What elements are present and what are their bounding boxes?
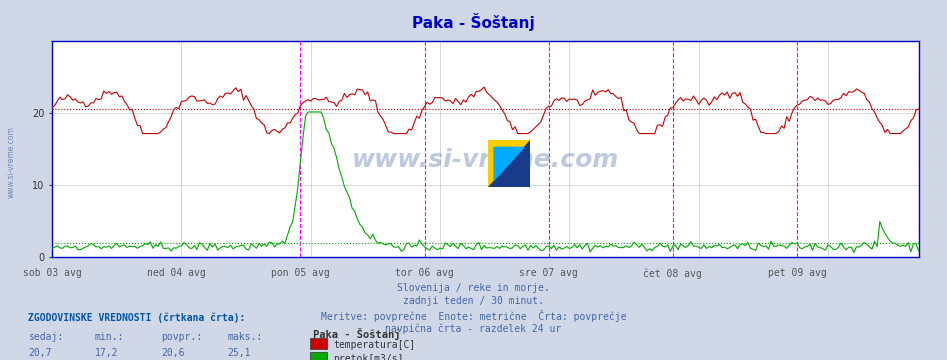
Text: pretok[m3/s]: pretok[m3/s] [333, 354, 403, 360]
Text: Slovenija / reke in morje.: Slovenija / reke in morje. [397, 283, 550, 293]
Text: www.si-vreme.com: www.si-vreme.com [7, 126, 16, 198]
Text: navpična črta - razdelek 24 ur: navpična črta - razdelek 24 ur [385, 324, 562, 334]
Bar [310, 352, 327, 360]
Text: ned 04 avg: ned 04 avg [147, 268, 205, 278]
Text: zadnji teden / 30 minut.: zadnji teden / 30 minut. [403, 296, 544, 306]
Text: pon 05 avg: pon 05 avg [271, 268, 330, 278]
Text: povpr.:: povpr.: [161, 332, 202, 342]
Text: 25,1: 25,1 [227, 348, 251, 358]
Text: tor 06 avg: tor 06 avg [395, 268, 454, 278]
Text: ZGODOVINSKE VREDNOSTI (črtkana črta):: ZGODOVINSKE VREDNOSTI (črtkana črta): [28, 312, 246, 323]
Text: www.si-vreme.com: www.si-vreme.com [351, 148, 619, 172]
Text: čet 08 avg: čet 08 avg [644, 268, 703, 279]
Text: 20,7: 20,7 [28, 348, 52, 358]
Text: sob 03 avg: sob 03 avg [23, 268, 81, 278]
Text: 20,6: 20,6 [161, 348, 185, 358]
Polygon shape [488, 140, 530, 187]
Polygon shape [494, 148, 524, 180]
Text: min.:: min.: [95, 332, 124, 342]
Text: Meritve: povprečne  Enote: metrične  Črta: povprečje: Meritve: povprečne Enote: metrične Črta:… [321, 310, 626, 322]
Text: Paka - Šoštanj: Paka - Šoštanj [313, 328, 400, 340]
Text: pet 09 avg: pet 09 avg [768, 268, 827, 278]
Text: temperatura[C]: temperatura[C] [333, 339, 416, 350]
Text: sedaj:: sedaj: [28, 332, 63, 342]
Bar [310, 338, 327, 349]
Text: sre 07 avg: sre 07 avg [519, 268, 578, 278]
Text: maks.:: maks.: [227, 332, 262, 342]
Text: 17,2: 17,2 [95, 348, 118, 358]
Text: Paka - Šoštanj: Paka - Šoštanj [412, 13, 535, 31]
Polygon shape [488, 140, 530, 187]
